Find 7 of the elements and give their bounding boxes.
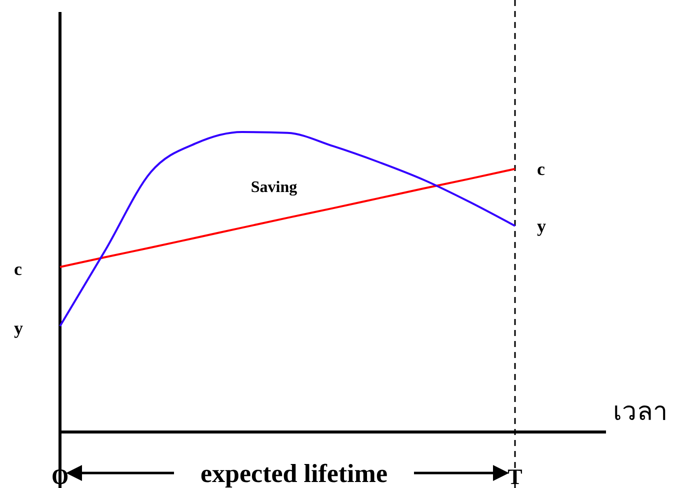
series-label: y (537, 216, 546, 236)
text: y (14, 318, 23, 338)
annotation: Saving (250, 179, 298, 196)
text: c (14, 259, 22, 279)
series-label: c (537, 158, 545, 179)
text: expected lifetime (200, 459, 388, 488)
x-axis-title: เวลา (613, 397, 668, 426)
